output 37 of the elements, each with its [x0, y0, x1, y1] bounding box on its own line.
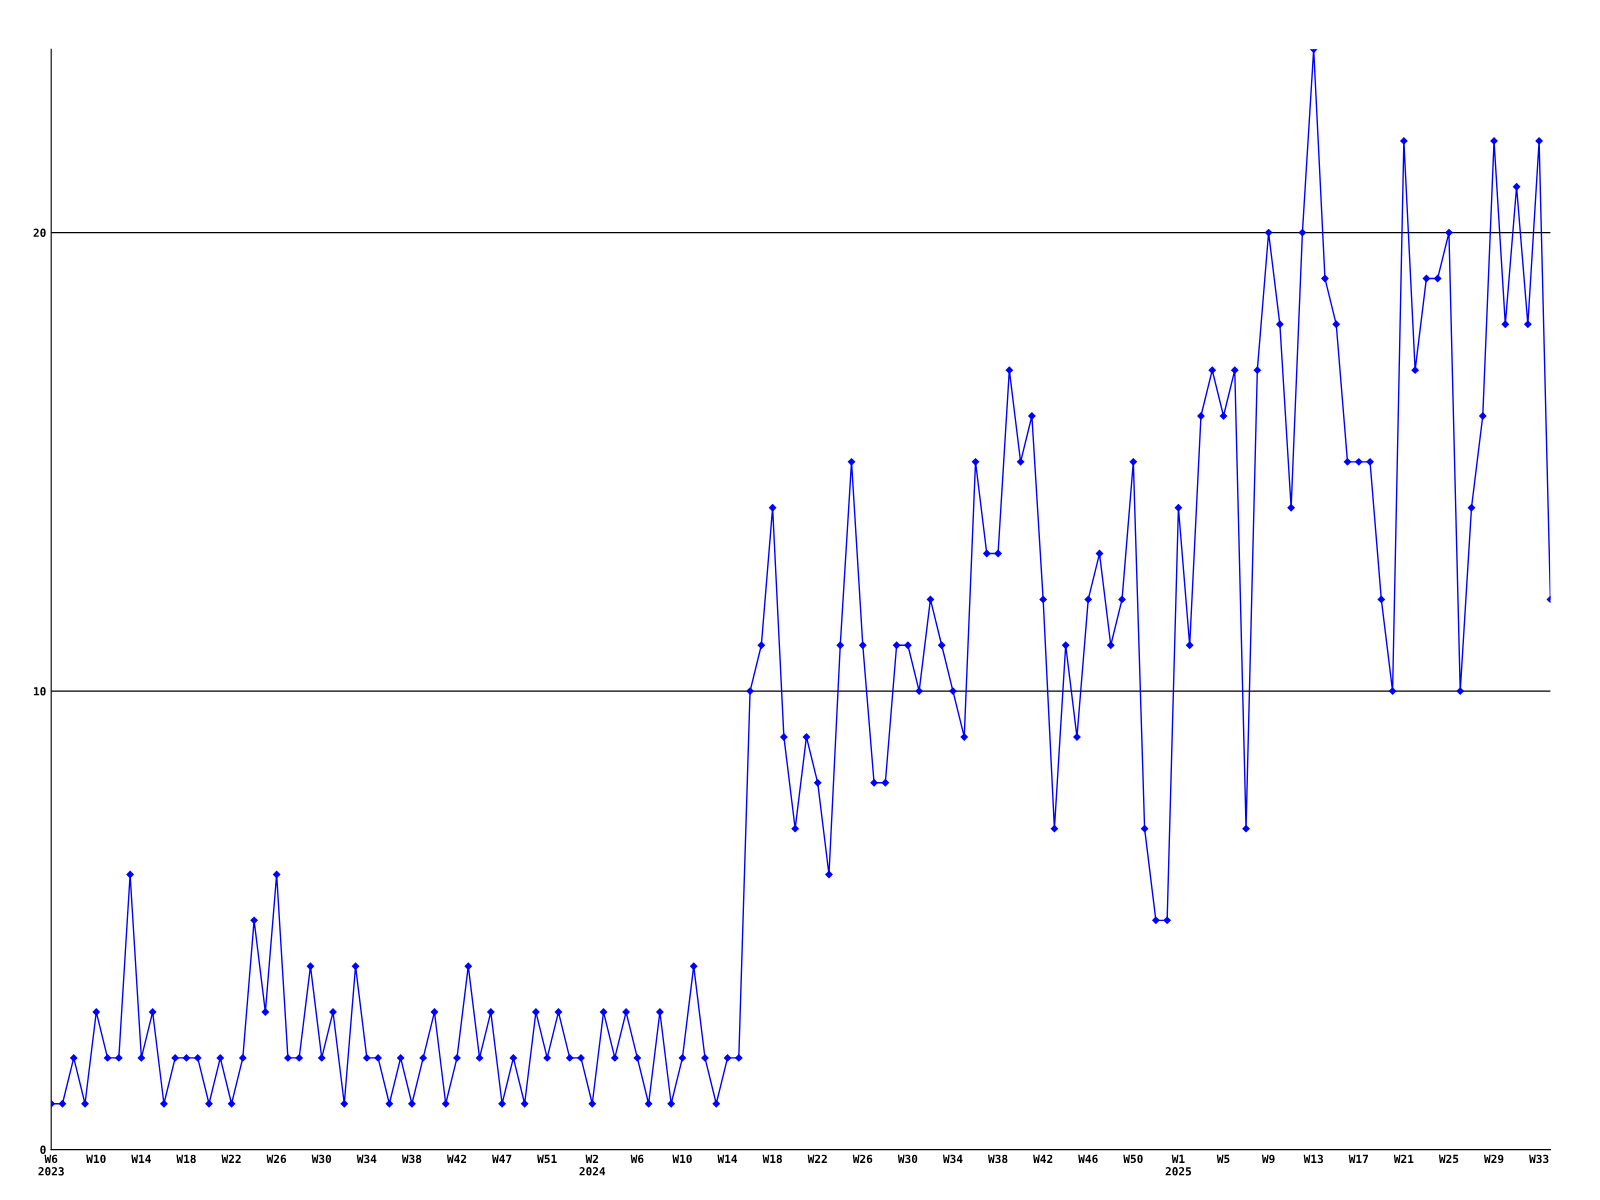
- x-tick-label: W22: [807, 1154, 827, 1163]
- x-tick-label: W6: [630, 1154, 644, 1164]
- x-tick-label: W18: [762, 1154, 782, 1164]
- x-tick-label: W14: [131, 1154, 151, 1163]
- x-tick-label: W47: [492, 1154, 512, 1163]
- x-tick-label: W21: [1393, 1154, 1414, 1163]
- x-tick-label: W38: [988, 1154, 1008, 1164]
- x-tick-label: W18: [176, 1154, 196, 1164]
- x-tick-label: W34: [942, 1154, 963, 1164]
- x-tick-label: W1 2025: [1165, 1154, 1192, 1176]
- x-tick-label: W2 2024: [579, 1154, 606, 1176]
- x-tick-label: W13: [1303, 1154, 1323, 1164]
- y-tick-label: 10: [33, 687, 46, 696]
- x-tick-label: W42: [1033, 1154, 1053, 1163]
- x-tick-label: W26: [852, 1154, 873, 1164]
- x-tick-label: W30: [897, 1154, 918, 1164]
- x-tick-label: W14: [717, 1154, 738, 1163]
- x-tick-label: W22: [221, 1154, 241, 1163]
- x-tick-label: W25: [1438, 1154, 1459, 1164]
- x-tick-label: W9: [1261, 1154, 1275, 1164]
- x-tick-label: W10: [86, 1154, 106, 1164]
- x-tick-label: W17: [1348, 1154, 1368, 1163]
- x-tick-label: W50: [1123, 1154, 1143, 1164]
- x-tick-label: W51: [537, 1154, 557, 1164]
- x-tick-label: W10: [672, 1154, 692, 1164]
- x-tick-label: W29: [1484, 1154, 1504, 1164]
- x-tick-label: W6 2023: [38, 1154, 64, 1176]
- x-tick-label: W26: [266, 1154, 287, 1164]
- x-tick-label: W42: [446, 1154, 467, 1163]
- x-tick-label: W30: [311, 1154, 332, 1164]
- x-tick-label: W5: [1216, 1154, 1230, 1164]
- y-tick-label: 20: [33, 228, 46, 237]
- x-tick-label: W33: [1529, 1154, 1549, 1164]
- x-tick-label: W38: [401, 1154, 422, 1164]
- x-tick-label: W34: [356, 1154, 377, 1164]
- y-tick-label: 0: [40, 1145, 46, 1154]
- x-tick-label: W46: [1078, 1154, 1098, 1164]
